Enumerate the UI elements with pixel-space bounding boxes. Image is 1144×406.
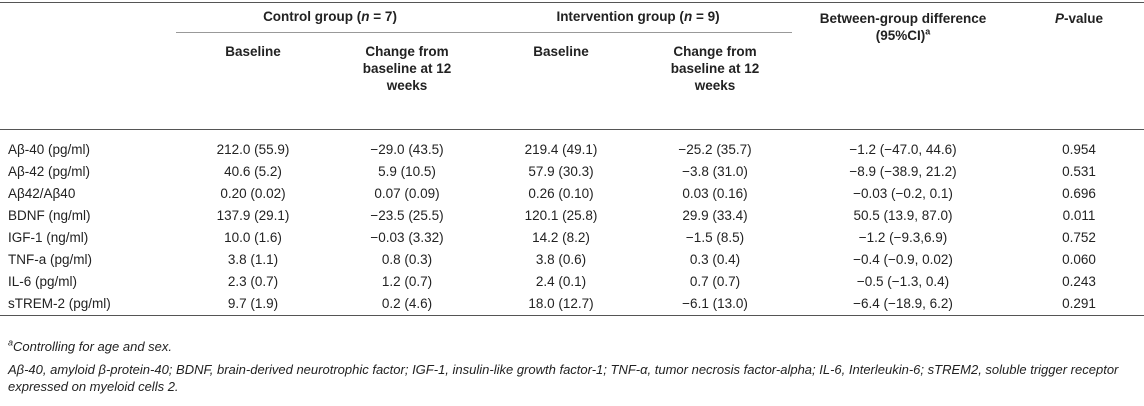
intervention-change: 0.3 (0.4): [689, 252, 741, 267]
table-row: BDNF (ng/ml) 137.9 (29.1) −23.5 (25.5) 1…: [0, 205, 1144, 227]
p-value: 0.060: [1062, 252, 1096, 267]
p-value-header: P-value: [1054, 11, 1104, 26]
control-baseline-header: Baseline: [176, 32, 330, 129]
intervention-baseline: 120.1 (25.8): [524, 208, 598, 223]
table-row: Aβ42/Aβ40 0.20 (0.02) 0.07 (0.09) 0.26 (…: [0, 183, 1144, 205]
table-top-rule: [0, 2, 1144, 3]
results-table: Control group (n = 7) Intervention group…: [0, 2, 1144, 316]
control-baseline: 212.0 (55.9): [216, 142, 290, 157]
control-baseline: 9.7 (1.9): [227, 296, 279, 311]
row-label: sTREM-2 (pg/ml): [8, 296, 111, 311]
intervention-change: 29.9 (33.4): [682, 208, 748, 223]
intervention-baseline: 18.0 (12.7): [528, 296, 594, 311]
control-baseline: 40.6 (5.2): [224, 164, 282, 179]
intervention-change: 0.7 (0.7): [689, 274, 741, 289]
footnote-abbreviations: Aβ-40, amyloid β-protein-40; BDNF, brain…: [8, 362, 1119, 394]
intervention-change: −25.2 (35.7): [678, 142, 752, 157]
intervention-baseline: 57.9 (30.3): [528, 164, 594, 179]
table-row: Aβ-40 (pg/ml) 212.0 (55.9) −29.0 (43.5) …: [0, 139, 1144, 161]
p-value: 0.954: [1062, 142, 1096, 157]
control-baseline: 137.9 (29.1): [216, 208, 290, 223]
intervention-change-header: Change from baseline at 12 weeks: [638, 32, 793, 129]
intervention-baseline-header: Baseline: [484, 32, 638, 129]
control-baseline: 0.20 (0.02): [220, 186, 286, 201]
between-group-diff: −0.5 (−1.3, 0.4): [856, 274, 950, 289]
intervention-baseline: 219.4 (49.1): [524, 142, 598, 157]
row-label: IGF-1 (ng/ml): [8, 230, 89, 245]
table-row: IGF-1 (ng/ml) 10.0 (1.6) −0.03 (3.32) 14…: [0, 227, 1144, 249]
table-row: IL-6 (pg/ml) 2.3 (0.7) 1.2 (0.7) 2.4 (0.…: [0, 271, 1144, 293]
intervention-change: −3.8 (31.0): [682, 164, 748, 179]
control-baseline: 3.8 (1.1): [227, 252, 279, 267]
control-change: −23.5 (25.5): [370, 208, 444, 223]
table-row: sTREM-2 (pg/ml) 9.7 (1.9) 0.2 (4.6) 18.0…: [0, 293, 1144, 316]
intervention-group-header: Intervention group (n = 9): [556, 9, 720, 24]
control-change: 0.8 (0.3): [381, 252, 433, 267]
intervention-baseline: 3.8 (0.6): [535, 252, 587, 267]
table-footnotes: aControlling for age and sex. Aβ-40, amy…: [8, 338, 1138, 395]
between-group-diff: −1.2 (−47.0, 44.6): [849, 142, 957, 157]
p-value: 0.752: [1062, 230, 1096, 245]
corner-cell: [0, 2, 176, 33]
intervention-baseline: 14.2 (8.2): [532, 230, 590, 245]
intervention-baseline: 2.4 (0.1): [535, 274, 587, 289]
corner-cell-2: [0, 33, 176, 130]
control-change: 0.07 (0.09): [374, 186, 440, 201]
between-group-diff: −8.9 (−38.9, 21.2): [849, 164, 957, 179]
control-baseline: 2.3 (0.7): [227, 274, 279, 289]
control-change: −29.0 (43.5): [370, 142, 444, 157]
between-group-diff: −0.03 (−0.2, 0.1): [853, 186, 953, 201]
intervention-change: −6.1 (13.0): [682, 296, 748, 311]
intervention-change: −1.5 (8.5): [685, 230, 745, 245]
between-group-diff: 50.5 (13.9, 87.0): [853, 208, 953, 223]
row-label: Aβ-42 (pg/ml): [8, 164, 91, 179]
control-change: 5.9 (10.5): [378, 164, 436, 179]
row-label: TNF-a (pg/ml): [8, 252, 92, 267]
p-value: 0.291: [1062, 296, 1096, 311]
footnote-a: aControlling for age and sex.: [8, 337, 172, 354]
intervention-baseline: 0.26 (0.10): [528, 186, 594, 201]
between-group-header: Between-group difference (95%CI)a: [819, 11, 987, 43]
between-group-diff: −6.4 (−18.9, 6.2): [853, 296, 953, 311]
row-label: Aβ-40 (pg/ml): [8, 142, 91, 157]
between-group-diff: −1.2 (−9.3,6.9): [858, 230, 948, 245]
control-baseline: 10.0 (1.6): [224, 230, 282, 245]
row-label: BDNF (ng/ml): [8, 208, 91, 223]
p-value: 0.011: [1062, 208, 1096, 223]
intervention-change: 0.03 (0.16): [682, 186, 748, 201]
row-label: IL-6 (pg/ml): [8, 274, 78, 289]
p-value: 0.696: [1062, 186, 1096, 201]
control-change: 1.2 (0.7): [381, 274, 433, 289]
p-value: 0.531: [1062, 164, 1096, 179]
control-change: 0.2 (4.6): [381, 296, 433, 311]
p-value: 0.243: [1062, 274, 1096, 289]
between-group-diff: −0.4 (−0.9, 0.02): [853, 252, 953, 267]
row-label: Aβ42/Aβ40: [8, 186, 76, 201]
table-row: TNF-a (pg/ml) 3.8 (1.1) 0.8 (0.3) 3.8 (0…: [0, 249, 1144, 271]
control-change: −0.03 (3.32): [370, 230, 444, 245]
table-row: Aβ-42 (pg/ml) 40.6 (5.2) 5.9 (10.5) 57.9…: [0, 161, 1144, 183]
control-change-header: Change from baseline at 12 weeks: [330, 32, 484, 129]
control-group-header: Control group (n = 7): [263, 9, 397, 24]
